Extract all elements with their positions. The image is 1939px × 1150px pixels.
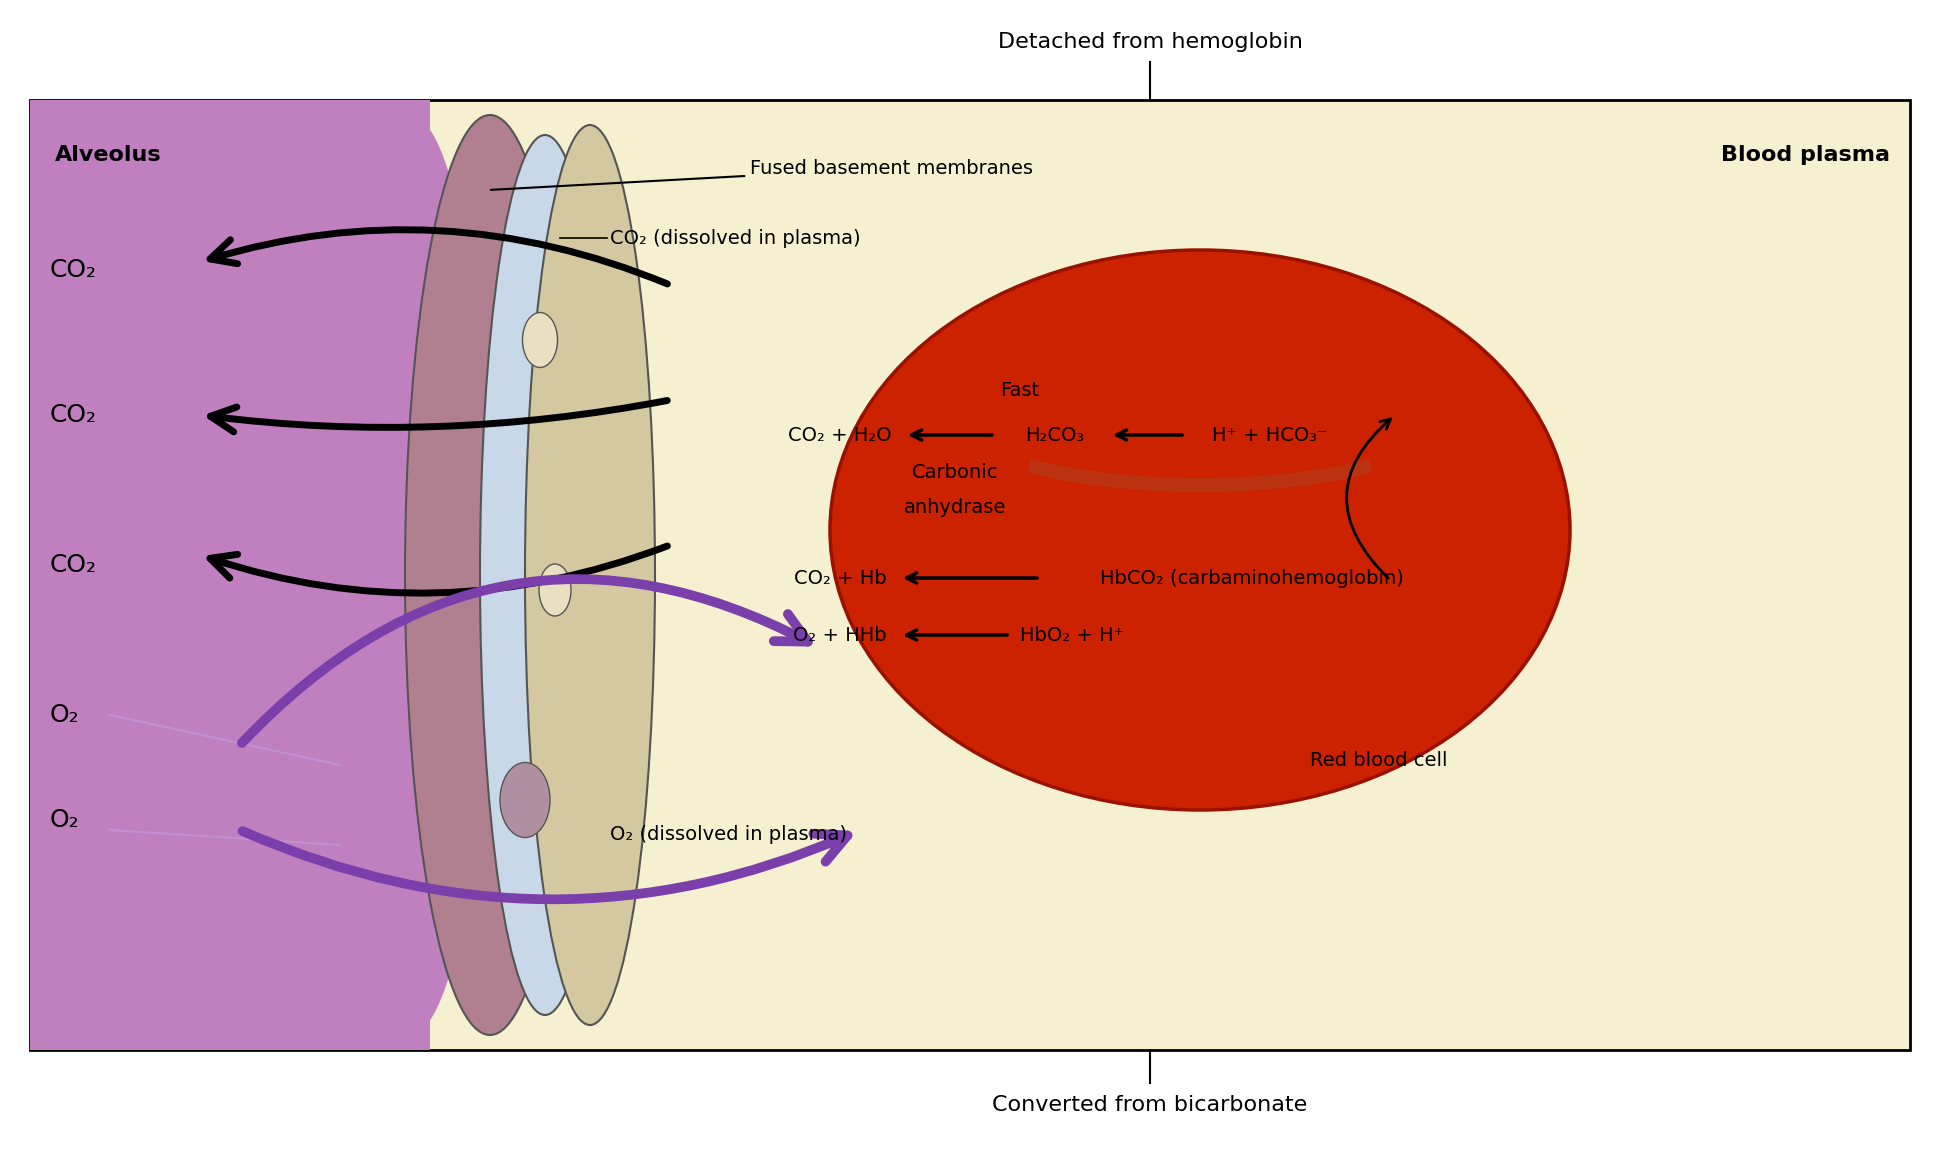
Text: Fast: Fast (1001, 381, 1039, 399)
FancyArrowPatch shape (209, 230, 667, 284)
FancyArrowPatch shape (209, 546, 667, 593)
Text: Blood plasma: Blood plasma (1720, 145, 1889, 164)
Text: O₂: O₂ (50, 808, 79, 831)
Text: HbO₂ + H⁺: HbO₂ + H⁺ (1020, 626, 1123, 644)
Text: Detached from hemoglobin: Detached from hemoglobin (997, 32, 1301, 52)
Ellipse shape (830, 250, 1569, 810)
Ellipse shape (500, 762, 551, 837)
FancyArrowPatch shape (242, 580, 807, 743)
Text: Carbonic: Carbonic (911, 462, 999, 482)
Text: Alveolus: Alveolus (54, 145, 161, 164)
Ellipse shape (405, 115, 574, 1035)
Text: CO₂: CO₂ (50, 402, 97, 427)
Text: O₂: O₂ (50, 703, 79, 727)
Ellipse shape (539, 564, 570, 616)
Ellipse shape (525, 125, 655, 1025)
FancyArrowPatch shape (242, 831, 847, 899)
Ellipse shape (479, 135, 609, 1015)
Bar (29, 100, 430, 1050)
Text: Fused basement membranes: Fused basement membranes (491, 159, 1032, 190)
FancyArrowPatch shape (209, 400, 667, 432)
FancyArrowPatch shape (1346, 419, 1390, 578)
Ellipse shape (330, 115, 491, 1035)
Text: anhydrase: anhydrase (904, 498, 1006, 516)
Text: CO₂: CO₂ (50, 553, 97, 577)
Text: O₂ (dissolved in plasma): O₂ (dissolved in plasma) (609, 826, 847, 844)
Text: O₂ + HHb: O₂ + HHb (793, 626, 886, 644)
Text: CO₂: CO₂ (50, 258, 97, 282)
Text: CO₂ + Hb: CO₂ + Hb (793, 568, 886, 588)
Text: Red blood cell: Red blood cell (1309, 751, 1446, 769)
Ellipse shape (522, 313, 556, 368)
Text: H₂CO₃: H₂CO₃ (1026, 426, 1084, 445)
Text: H⁺ + HCO₃⁻: H⁺ + HCO₃⁻ (1212, 426, 1326, 445)
Text: Converted from bicarbonate: Converted from bicarbonate (993, 1095, 1307, 1116)
Text: CO₂ (dissolved in plasma): CO₂ (dissolved in plasma) (609, 229, 861, 247)
Bar (29, 100, 1910, 1050)
Text: HbCO₂ (carbaminohemoglobin): HbCO₂ (carbaminohemoglobin) (1099, 568, 1404, 588)
Text: CO₂ + H₂O: CO₂ + H₂O (787, 426, 892, 445)
